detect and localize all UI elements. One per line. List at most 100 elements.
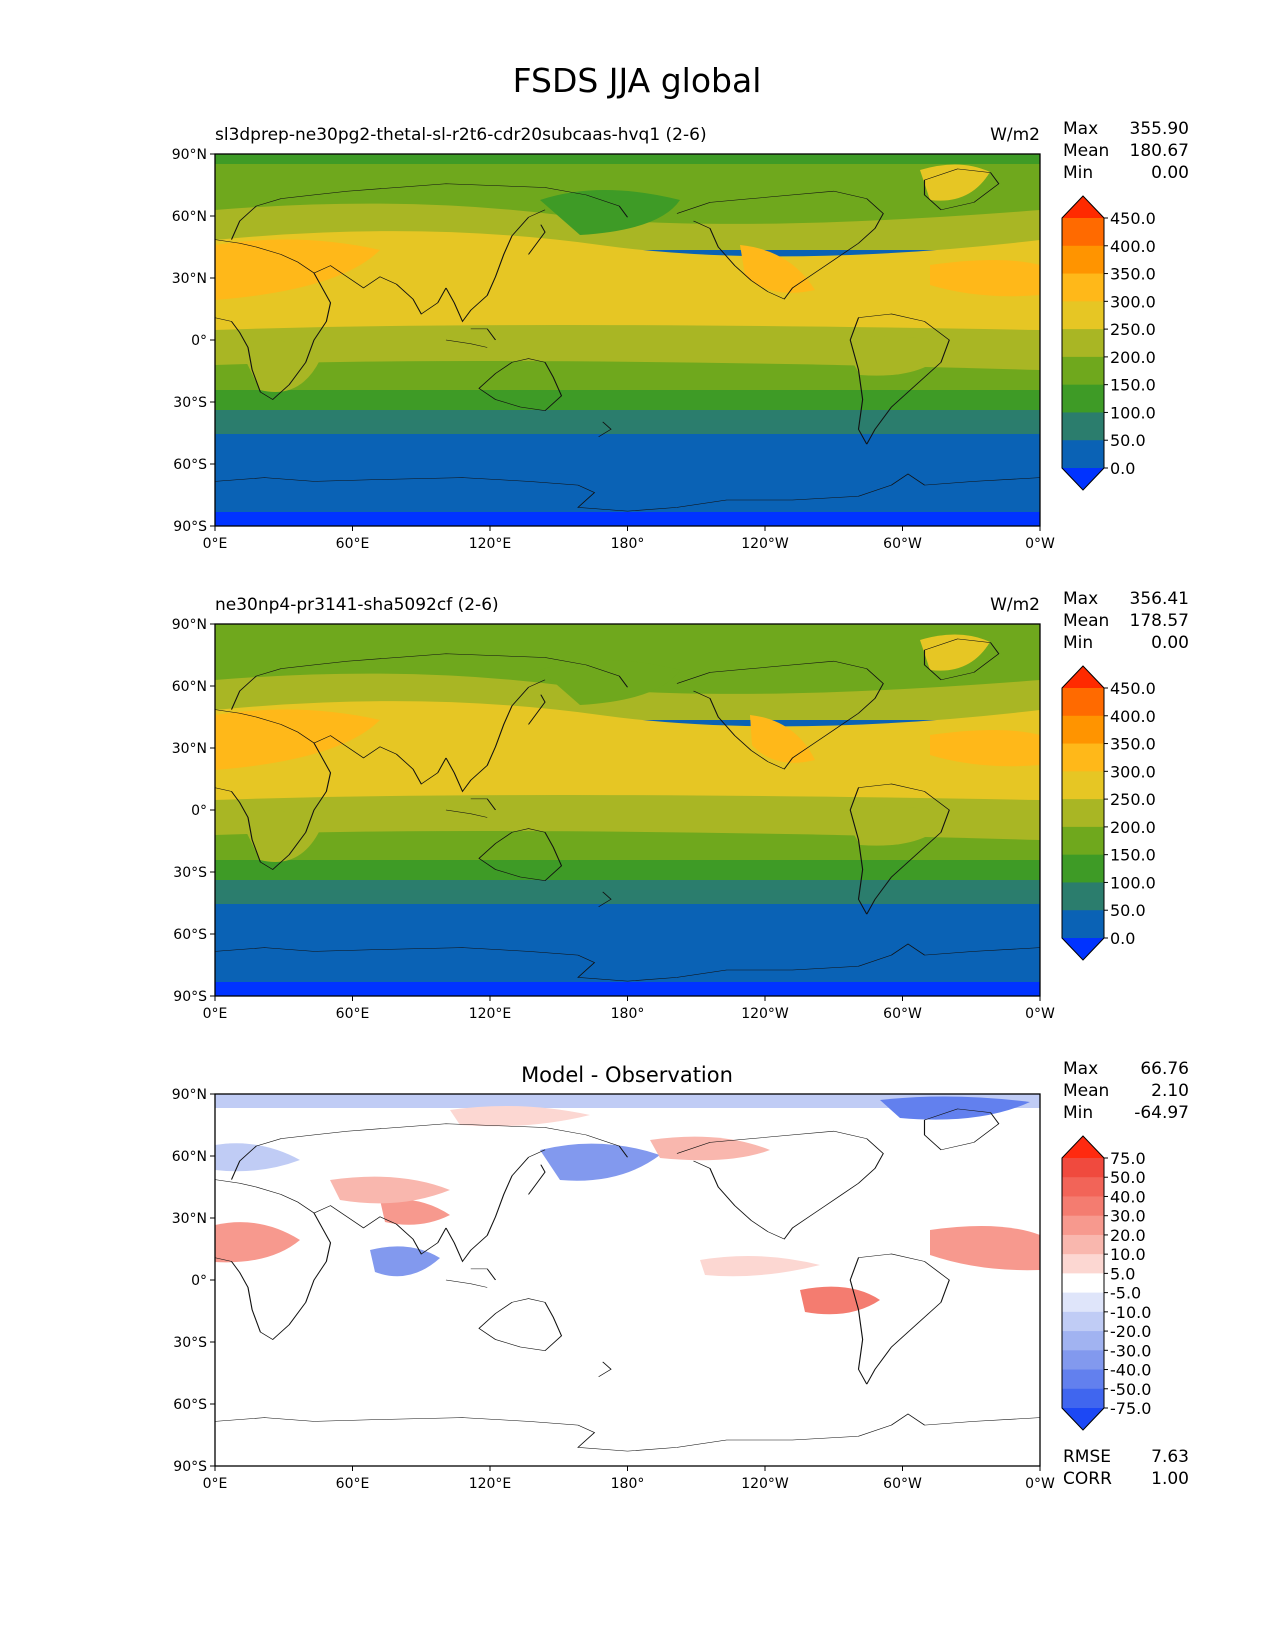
colorbar-segment bbox=[1062, 1234, 1104, 1255]
lon-tick-label: 0°E bbox=[203, 1476, 228, 1492]
lat-tick-label: 60°N bbox=[172, 1149, 207, 1165]
colorbar-segment bbox=[1062, 412, 1104, 441]
lat-tick-label: 0° bbox=[191, 1273, 207, 1289]
colorbar-label: 50.0 bbox=[1110, 901, 1146, 920]
colorbar-label: 300.0 bbox=[1110, 762, 1156, 781]
colorbar-segment bbox=[1062, 688, 1104, 717]
lat-tick-label: 30°S bbox=[173, 395, 207, 411]
lat-tick-label: 60°S bbox=[173, 457, 207, 473]
colorbar-segment bbox=[1062, 1215, 1104, 1236]
min-value: -64.97 bbox=[1134, 1103, 1189, 1123]
colorbar-segment bbox=[1062, 329, 1104, 358]
colorbar-label: 10.0 bbox=[1110, 1245, 1146, 1264]
max-label: Max bbox=[1063, 119, 1098, 139]
max-label: Max bbox=[1063, 1059, 1098, 1079]
colorbar-segment bbox=[1062, 799, 1104, 828]
lat-tick-label: 0° bbox=[191, 803, 207, 819]
colorbar-label: -10.0 bbox=[1110, 1303, 1151, 1322]
lat-tick-label: 90°S bbox=[173, 989, 207, 1005]
lon-tick-label: 60°E bbox=[336, 536, 370, 552]
lon-tick-label: 60°W bbox=[883, 1476, 922, 1492]
colorbar-label: 450.0 bbox=[1110, 209, 1156, 228]
colorbar-2: 450.0 400.0 350.0 300.0 250.0 200.0 150.0 100.0… bbox=[1061, 665, 1156, 961]
lat-tick-label: 90°S bbox=[173, 519, 207, 535]
colorbar-segment bbox=[1062, 743, 1104, 772]
lon-tick-label: 120°W bbox=[741, 536, 789, 552]
rmse-label: RMSE bbox=[1063, 1447, 1111, 1467]
panel-3-stats: Max 66.76 Mean 2.10 Min -64.97 RMSE 7.63… bbox=[1063, 1059, 1189, 1489]
panel-1-units: W/m2 bbox=[990, 125, 1040, 145]
lon-tick-label: 180° bbox=[611, 1006, 645, 1022]
lat-tick-label: 30°N bbox=[172, 1211, 207, 1227]
colorbar-extend-bottom bbox=[1062, 1408, 1104, 1430]
colorbar-label: 0.0 bbox=[1110, 929, 1135, 948]
min-label: Min bbox=[1063, 1103, 1093, 1123]
max-value: 356.41 bbox=[1130, 589, 1189, 609]
lon-tick-label: 0°E bbox=[203, 536, 228, 552]
min-value: 0.00 bbox=[1151, 633, 1189, 653]
colorbar-label: -40.0 bbox=[1110, 1361, 1151, 1380]
colorbar-segment bbox=[1062, 1350, 1104, 1371]
lat-tick-label: 60°S bbox=[173, 1397, 207, 1413]
lon-tick-label: 120°E bbox=[469, 1006, 512, 1022]
lat-tick-label: 30°S bbox=[173, 865, 207, 881]
colorbar-label: 200.0 bbox=[1110, 348, 1156, 367]
colorbar-segment bbox=[1062, 1369, 1104, 1390]
lat-tick-label: 60°N bbox=[172, 209, 207, 225]
colorbar-label: 100.0 bbox=[1110, 403, 1156, 422]
corr-value: 1.00 bbox=[1151, 1469, 1189, 1489]
lon-tick-label: 180° bbox=[611, 1476, 645, 1492]
colorbar-extend-top bbox=[1062, 196, 1104, 218]
mean-value: 180.67 bbox=[1130, 141, 1189, 161]
colorbar-segment bbox=[1062, 1292, 1104, 1313]
lat-tick-label: 90°N bbox=[172, 617, 207, 633]
lon-tick-label: 0°W bbox=[1025, 1476, 1055, 1492]
colorbar-segment bbox=[1062, 1177, 1104, 1197]
colorbar-label: 350.0 bbox=[1110, 265, 1156, 284]
min-label: Min bbox=[1063, 163, 1093, 183]
max-value: 66.76 bbox=[1140, 1059, 1189, 1079]
lat-tick-label: 30°N bbox=[172, 741, 207, 757]
colorbar-segment bbox=[1062, 218, 1104, 247]
colorbar-label: 5.0 bbox=[1110, 1264, 1135, 1283]
panel-3-center-title: Model - Observation bbox=[521, 1063, 733, 1087]
colorbar-segment bbox=[1062, 854, 1104, 883]
map-field-2 bbox=[215, 624, 1040, 996]
lat-tick-label: 30°N bbox=[172, 271, 207, 287]
lat-tick-label: 90°N bbox=[172, 147, 207, 163]
colorbar-segment bbox=[1062, 715, 1104, 745]
panel-1-stats: Max 355.90 Mean 180.67 Min 0.00 bbox=[1063, 119, 1189, 183]
colorbar-1: 450.0 400.0 350.0 300.0 250.0 200.0 150.0 100.0… bbox=[1061, 195, 1156, 491]
colorbar-label: 300.0 bbox=[1110, 292, 1156, 311]
lon-tick-label: 60°W bbox=[883, 1006, 922, 1022]
colorbar-segment bbox=[1062, 273, 1104, 302]
mean-label: Mean bbox=[1063, 141, 1109, 161]
colorbar-segment bbox=[1062, 1388, 1104, 1409]
lon-tick-label: 120°E bbox=[469, 536, 512, 552]
colorbar-segment bbox=[1062, 301, 1104, 330]
lat-tick-label: 90°S bbox=[173, 1459, 207, 1475]
panel-2-stats: Max 356.41 Mean 178.57 Min 0.00 bbox=[1063, 589, 1189, 653]
colorbar-segment bbox=[1062, 1273, 1104, 1294]
colorbar-label: 40.0 bbox=[1110, 1187, 1146, 1206]
colorbar-segment bbox=[1062, 384, 1104, 413]
colorbar-segment bbox=[1062, 1196, 1104, 1217]
panel-model-2: ne30np4-pr3141-sha5092cf (2-6) W/m2 Max … bbox=[172, 589, 1189, 1022]
colorbar-segment bbox=[1062, 356, 1104, 386]
panel-model-1: sl3dprep-ne30pg2-thetal-sl-r2t6-cdr20sub… bbox=[172, 119, 1189, 552]
lon-tick-label: 120°W bbox=[741, 1006, 789, 1022]
colorbar-segment bbox=[1062, 1158, 1104, 1178]
colorbar-label: -20.0 bbox=[1110, 1322, 1151, 1341]
lon-tick-label: 180° bbox=[611, 536, 645, 552]
colorbar-segment bbox=[1062, 771, 1104, 800]
colorbar-label: 350.0 bbox=[1110, 735, 1156, 754]
corr-label: CORR bbox=[1063, 1469, 1112, 1489]
map-field-1 bbox=[215, 154, 1040, 526]
colorbar-segment bbox=[1062, 1254, 1104, 1274]
lat-tick-label: 90°N bbox=[172, 1087, 207, 1103]
min-label: Min bbox=[1063, 633, 1093, 653]
colorbar-extend-bottom bbox=[1062, 468, 1104, 490]
colorbar-label: -30.0 bbox=[1110, 1341, 1151, 1360]
colorbar-label: 400.0 bbox=[1110, 707, 1156, 726]
colorbar-label: 50.0 bbox=[1110, 1168, 1146, 1187]
